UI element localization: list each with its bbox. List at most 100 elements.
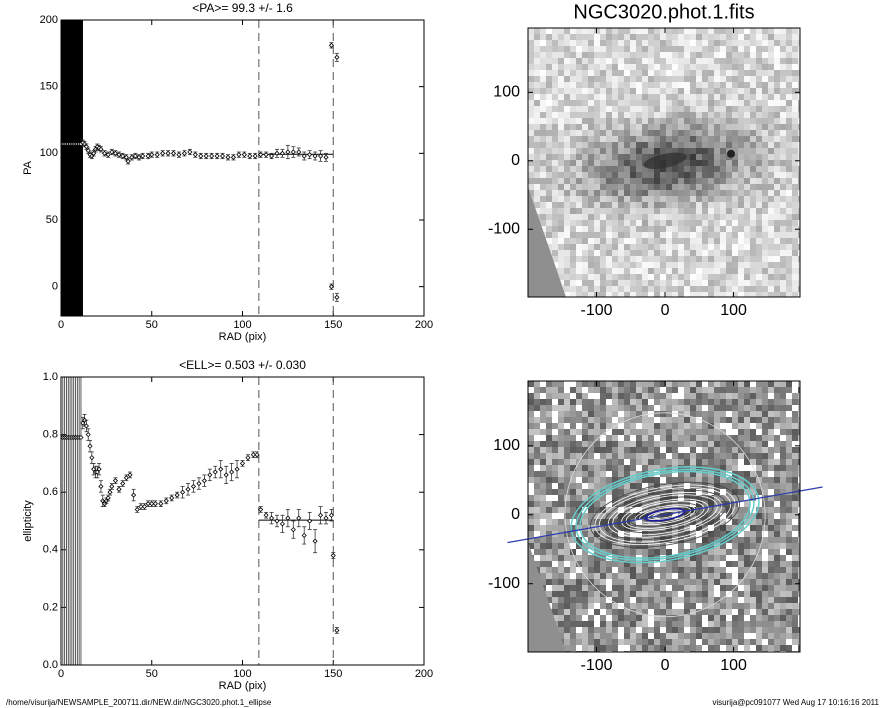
pixel bbox=[624, 501, 630, 507]
pixel bbox=[612, 52, 618, 58]
pixel bbox=[774, 34, 780, 40]
pixel bbox=[606, 184, 612, 190]
pixel bbox=[594, 609, 600, 615]
pixel bbox=[642, 250, 648, 256]
pixel bbox=[708, 250, 714, 256]
point bbox=[101, 150, 108, 156]
pixel bbox=[546, 537, 552, 543]
pixel bbox=[582, 106, 588, 112]
pixel bbox=[672, 633, 678, 639]
pixel bbox=[648, 585, 654, 591]
pixel bbox=[774, 477, 780, 483]
pixel bbox=[576, 387, 582, 393]
pixel bbox=[624, 292, 630, 297]
plot-frame bbox=[60, 19, 425, 317]
pixel bbox=[594, 507, 600, 513]
pixel bbox=[612, 465, 618, 471]
pixel bbox=[792, 82, 798, 88]
pixel bbox=[600, 645, 606, 651]
pixel bbox=[750, 405, 756, 411]
pixel bbox=[582, 435, 588, 441]
pixel bbox=[684, 483, 690, 489]
pixel bbox=[642, 82, 648, 88]
pixel bbox=[672, 130, 678, 136]
pixel bbox=[570, 202, 576, 208]
pixel bbox=[786, 244, 792, 250]
pixel bbox=[600, 597, 606, 603]
pixel bbox=[636, 244, 642, 250]
pixel bbox=[702, 112, 708, 118]
chart-title: <PA>= 99.3 +/- 1.6 bbox=[192, 1, 293, 15]
pixel bbox=[576, 597, 582, 603]
pixel bbox=[564, 435, 570, 441]
pixel bbox=[708, 286, 714, 292]
pixel bbox=[768, 621, 774, 627]
pixel bbox=[558, 549, 564, 555]
pixel bbox=[756, 561, 762, 567]
pixel bbox=[660, 208, 666, 214]
pixel bbox=[780, 585, 786, 591]
pixel bbox=[582, 94, 588, 100]
pixel bbox=[558, 447, 564, 453]
pixel bbox=[684, 70, 690, 76]
pixel bbox=[528, 100, 534, 106]
pixel bbox=[780, 94, 786, 100]
pixel bbox=[696, 40, 702, 46]
pixel bbox=[642, 34, 648, 40]
pixel bbox=[780, 238, 786, 244]
pixel bbox=[762, 435, 768, 441]
pixel bbox=[678, 627, 684, 633]
pixel bbox=[690, 459, 696, 465]
pixel bbox=[576, 82, 582, 88]
pixel bbox=[534, 106, 540, 112]
pixel bbox=[576, 465, 582, 471]
pixel bbox=[582, 70, 588, 76]
pixel bbox=[678, 429, 684, 435]
pixel bbox=[798, 597, 800, 603]
pixel bbox=[606, 471, 612, 477]
pixel bbox=[540, 411, 546, 417]
pixel bbox=[762, 292, 768, 297]
pixel bbox=[672, 645, 678, 651]
footer-path: /home/visurija/NEWSAMPLE_200711.dir/NEW.… bbox=[6, 698, 272, 707]
pixel bbox=[708, 387, 714, 393]
pixel bbox=[774, 591, 780, 597]
pixel bbox=[684, 579, 690, 585]
pixel bbox=[798, 190, 800, 196]
pixel bbox=[690, 441, 696, 447]
pixel bbox=[594, 268, 600, 274]
pixel bbox=[720, 112, 726, 118]
pixel bbox=[654, 58, 660, 64]
pixel bbox=[774, 274, 780, 280]
pixel bbox=[744, 268, 750, 274]
pixel bbox=[588, 184, 594, 190]
pixel bbox=[696, 250, 702, 256]
pixel bbox=[540, 100, 546, 106]
pixel bbox=[792, 519, 798, 525]
pixel bbox=[780, 100, 786, 106]
pixel bbox=[678, 160, 684, 166]
pixel bbox=[558, 561, 564, 567]
pixel bbox=[720, 549, 726, 555]
pixel bbox=[576, 531, 582, 537]
pixel bbox=[732, 256, 738, 262]
pixel bbox=[750, 166, 756, 172]
pixel bbox=[708, 160, 714, 166]
pixel bbox=[654, 88, 660, 94]
pixel bbox=[654, 507, 660, 513]
pixel bbox=[642, 441, 648, 447]
pixel bbox=[612, 381, 618, 387]
pixel bbox=[588, 465, 594, 471]
pixel bbox=[726, 172, 732, 178]
pixel bbox=[786, 208, 792, 214]
pixel bbox=[648, 381, 654, 387]
pixel bbox=[552, 196, 558, 202]
pixel bbox=[774, 148, 780, 154]
pixel bbox=[750, 423, 756, 429]
pixel bbox=[636, 64, 642, 70]
pixel bbox=[786, 262, 792, 268]
pixel bbox=[744, 447, 750, 453]
pixel bbox=[720, 555, 726, 561]
pixel bbox=[774, 88, 780, 94]
pixel bbox=[744, 597, 750, 603]
